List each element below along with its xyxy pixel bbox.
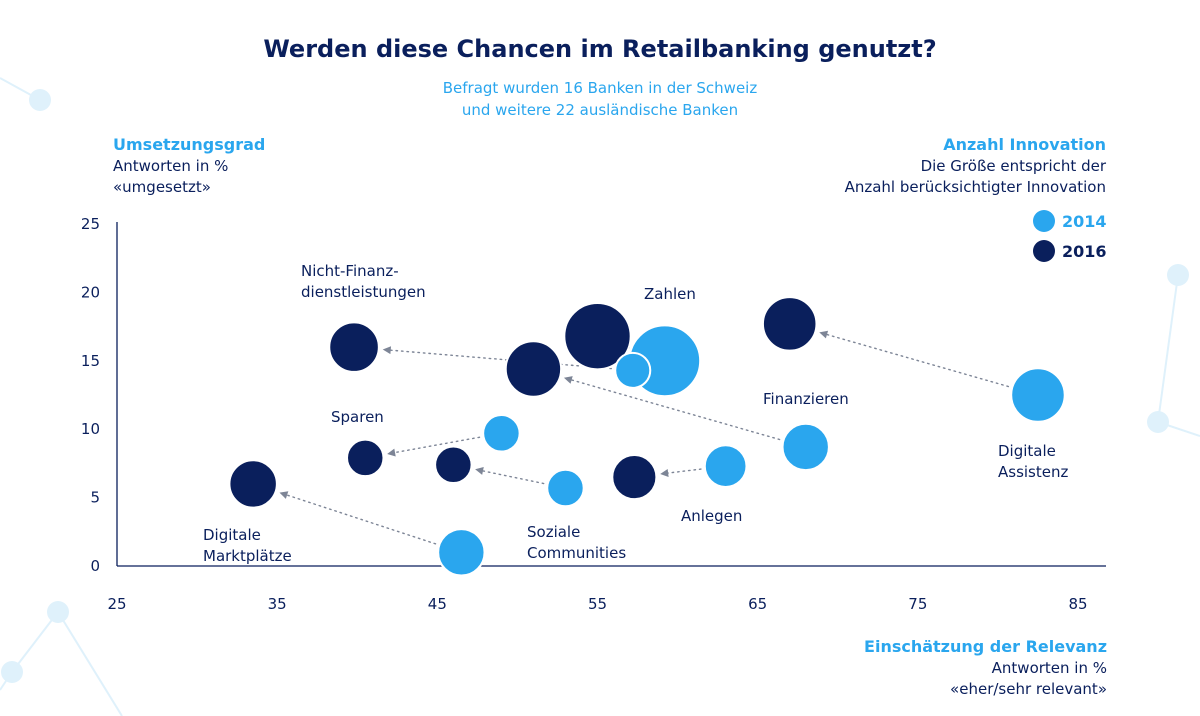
bubble-label: Anlegen	[681, 507, 742, 525]
legend-label-2014: 2014	[1062, 212, 1107, 231]
decorative-dot	[1147, 411, 1169, 433]
bubble-2014	[1010, 367, 1066, 423]
chart-title: Werden diese Chancen im Retailbanking ge…	[263, 35, 936, 63]
y-tick-label: 15	[81, 352, 100, 370]
connector-line	[665, 468, 702, 474]
y-tick-label: 5	[90, 489, 100, 507]
legend-label-2016: 2016	[1062, 242, 1107, 261]
connector-arrowhead	[819, 330, 829, 339]
x-tick-label: 85	[1068, 595, 1087, 613]
axis-ticks: 25 35 45 55 65 75 85 0 5 10 15 20 25	[81, 215, 1088, 613]
bubble-2014	[703, 444, 748, 488]
bubble-2014	[614, 351, 652, 389]
bubble-label: Assistenz	[998, 463, 1068, 481]
legend-marker-2016	[1033, 240, 1055, 262]
connector-line	[392, 436, 481, 454]
x-tick-label: 55	[588, 595, 607, 613]
bubble-label: Communities	[527, 544, 626, 562]
bubble-2014	[482, 414, 521, 453]
decorative-dot	[1, 661, 23, 683]
connector-arrowhead	[279, 491, 289, 499]
bubble-2014	[781, 422, 830, 472]
y-tick-label: 0	[90, 557, 100, 575]
connector-line	[388, 349, 612, 370]
bubble-2016	[611, 454, 658, 501]
size-legend-line-2: Anzahl berücksichtigter Innovation	[845, 178, 1106, 196]
bubble-label: Zahlen	[644, 285, 696, 303]
bubble-label: Marktplätze	[203, 547, 292, 565]
connector-arrowhead	[660, 469, 669, 477]
x-axis-subtitle-line-2: «eher/sehr relevant»	[950, 680, 1107, 698]
bubble-label: Digitale	[203, 526, 261, 544]
bubble-2016	[346, 438, 385, 478]
chart-subtitle-line-1: Befragt wurden 16 Banken in der Schweiz	[443, 79, 758, 97]
bubble-labels: Digitale Marktplätze Nicht-Finanz-dienstle…	[203, 262, 1068, 565]
bubble-2016	[563, 301, 632, 371]
y-tick-label: 10	[81, 420, 100, 438]
bubble-label: Nicht-Finanz-	[301, 262, 399, 280]
bubbles	[228, 296, 1066, 577]
connector-line	[284, 493, 437, 545]
bubble-2016	[328, 321, 380, 373]
bubble-label: Soziale	[527, 523, 580, 541]
bubble-label: dienstleistungen	[301, 283, 426, 301]
x-axis-subtitle-line-1: Antworten in %	[992, 659, 1107, 677]
bubble-2016	[504, 340, 563, 398]
bubble-label: Finanzieren	[763, 390, 849, 408]
x-tick-label: 75	[908, 595, 927, 613]
bubble-2016	[228, 459, 278, 509]
connector-arrowhead	[382, 346, 392, 355]
size-legend-line-1: Die Größe entspricht der	[921, 157, 1107, 175]
legend: 2014 2016	[1033, 210, 1107, 262]
connector-line	[824, 333, 1010, 388]
x-tick-label: 45	[428, 595, 447, 613]
decorative-dot	[47, 601, 69, 623]
connector-line	[568, 378, 781, 441]
size-legend-title: Anzahl Innovation	[943, 135, 1106, 154]
y-tick-label: 25	[81, 215, 100, 233]
y-tick-label: 20	[81, 283, 100, 301]
connector-arrowhead	[475, 466, 484, 475]
connector-arrowhead	[387, 448, 396, 457]
decorative-network	[0, 77, 1200, 716]
x-tick-label: 25	[107, 595, 126, 613]
bubble-label: Sparen	[331, 408, 384, 426]
y-axis-subtitle-line-1: Antworten in %	[113, 157, 228, 175]
y-axis-subtitle-line-2: «umgesetzt»	[113, 178, 211, 196]
x-tick-label: 65	[748, 595, 767, 613]
bubble-label: Digitale	[998, 442, 1056, 460]
bubble-2016	[434, 445, 473, 485]
connector-line	[480, 469, 545, 485]
bubble-2014	[437, 528, 486, 577]
decorative-dot	[1167, 264, 1189, 286]
decorative-dot	[29, 89, 51, 111]
connector-arrows	[279, 330, 1010, 545]
x-tick-label: 35	[268, 595, 287, 613]
bubble-2014	[546, 468, 585, 508]
x-axis-title: Einschätzung der Relevanz	[864, 637, 1107, 656]
legend-marker-2014	[1033, 210, 1055, 232]
y-axis-title: Umsetzungsgrad	[113, 135, 265, 154]
bubble-2016	[761, 296, 818, 352]
chart-subtitle-line-2: und weitere 22 ausländische Banken	[462, 101, 738, 119]
connector-arrowhead	[563, 376, 573, 384]
